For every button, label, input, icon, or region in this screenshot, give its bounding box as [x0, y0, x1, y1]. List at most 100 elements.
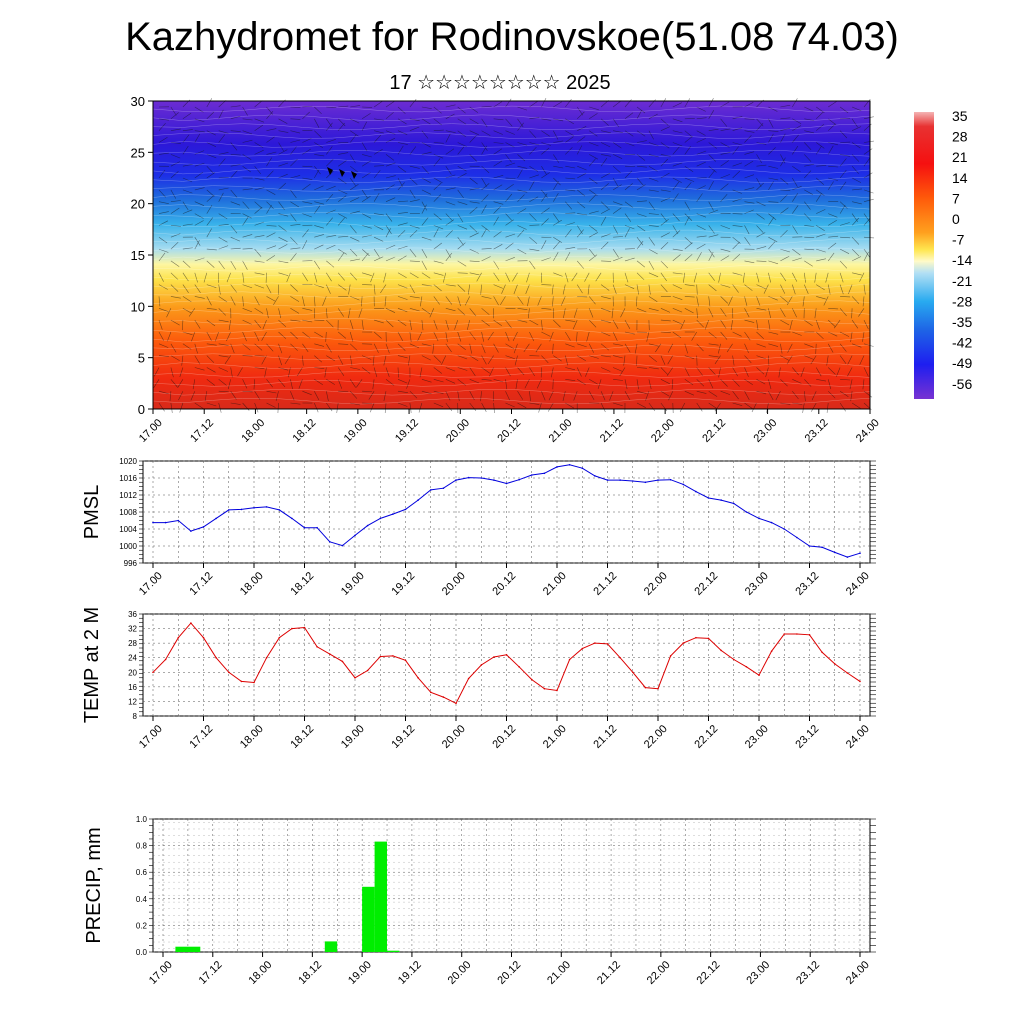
barb — [744, 343, 749, 354]
barb — [505, 154, 512, 163]
barb — [206, 154, 217, 159]
barb — [433, 242, 442, 250]
barb — [361, 248, 370, 257]
barb — [565, 177, 576, 180]
barb — [421, 165, 429, 174]
barb — [768, 308, 771, 319]
barb — [672, 162, 683, 167]
barb — [667, 343, 674, 353]
barb — [634, 343, 638, 354]
barb — [693, 272, 697, 283]
barb — [433, 367, 442, 374]
contour-line — [152, 132, 871, 139]
barb — [421, 390, 432, 395]
data-point — [417, 677, 419, 679]
barb — [595, 272, 602, 282]
barb — [433, 225, 444, 230]
barb — [648, 177, 659, 182]
data-point — [682, 642, 685, 644]
barb — [839, 355, 847, 364]
barb — [314, 379, 323, 385]
barb — [406, 379, 411, 389]
barb — [421, 236, 432, 241]
barb — [573, 308, 578, 318]
barb — [600, 201, 609, 209]
data-point — [265, 656, 268, 659]
barb — [648, 248, 658, 255]
barb — [218, 236, 228, 243]
barb — [512, 331, 518, 342]
barb — [266, 225, 277, 227]
colorbar-label: 28 — [952, 129, 968, 145]
barb — [648, 189, 659, 192]
barb — [420, 296, 423, 307]
x-tick-label: 20.00 — [440, 570, 468, 598]
barb — [816, 225, 825, 231]
barb — [816, 296, 826, 300]
wind-barbs — [153, 97, 875, 414]
barb — [613, 130, 623, 133]
barb — [720, 390, 731, 395]
barb — [814, 308, 817, 319]
barb — [517, 308, 528, 310]
barb — [385, 130, 396, 135]
y-tick-label: 10 — [131, 299, 145, 314]
barb — [684, 242, 693, 250]
barb — [158, 152, 169, 155]
barb — [501, 284, 506, 294]
barb — [290, 343, 298, 351]
barb — [672, 272, 683, 275]
barb — [763, 284, 769, 294]
barb — [684, 98, 691, 108]
barb — [218, 260, 225, 270]
barb — [158, 236, 168, 244]
barb — [744, 174, 754, 179]
barb — [170, 319, 180, 326]
barb — [254, 166, 262, 175]
barb — [278, 331, 287, 339]
barb — [384, 296, 387, 307]
data-point — [531, 474, 533, 476]
barb — [385, 367, 390, 377]
barb — [517, 248, 527, 255]
barb — [529, 174, 539, 179]
barb — [254, 391, 261, 400]
x-tick-label: 24.00 — [844, 959, 872, 987]
barb — [804, 319, 813, 326]
barb — [780, 319, 790, 326]
barb — [290, 252, 297, 262]
barb — [517, 118, 524, 128]
barb — [529, 101, 538, 108]
contour-line — [152, 256, 871, 263]
barb — [361, 142, 368, 152]
barb — [397, 284, 408, 289]
barb — [158, 343, 169, 348]
barb — [191, 331, 196, 342]
barb — [278, 367, 289, 371]
barb — [254, 331, 260, 342]
barb — [744, 160, 754, 167]
barb — [206, 308, 217, 310]
barb — [792, 308, 797, 318]
barb — [624, 319, 631, 330]
barb — [278, 272, 289, 276]
barb — [839, 272, 844, 283]
data-point — [404, 659, 407, 662]
barb — [600, 172, 611, 179]
barb — [385, 244, 396, 250]
barb — [469, 343, 472, 354]
barb — [373, 148, 383, 155]
barb — [218, 130, 229, 134]
contour-line — [152, 389, 871, 396]
data-point — [278, 636, 281, 639]
barb — [859, 272, 865, 282]
barb — [278, 355, 282, 366]
barb — [636, 390, 647, 394]
data-point — [745, 666, 748, 668]
barb — [612, 248, 619, 258]
barb — [421, 320, 424, 331]
barb — [206, 402, 217, 407]
barb — [314, 260, 321, 270]
barb — [290, 130, 301, 134]
barb — [551, 367, 554, 378]
